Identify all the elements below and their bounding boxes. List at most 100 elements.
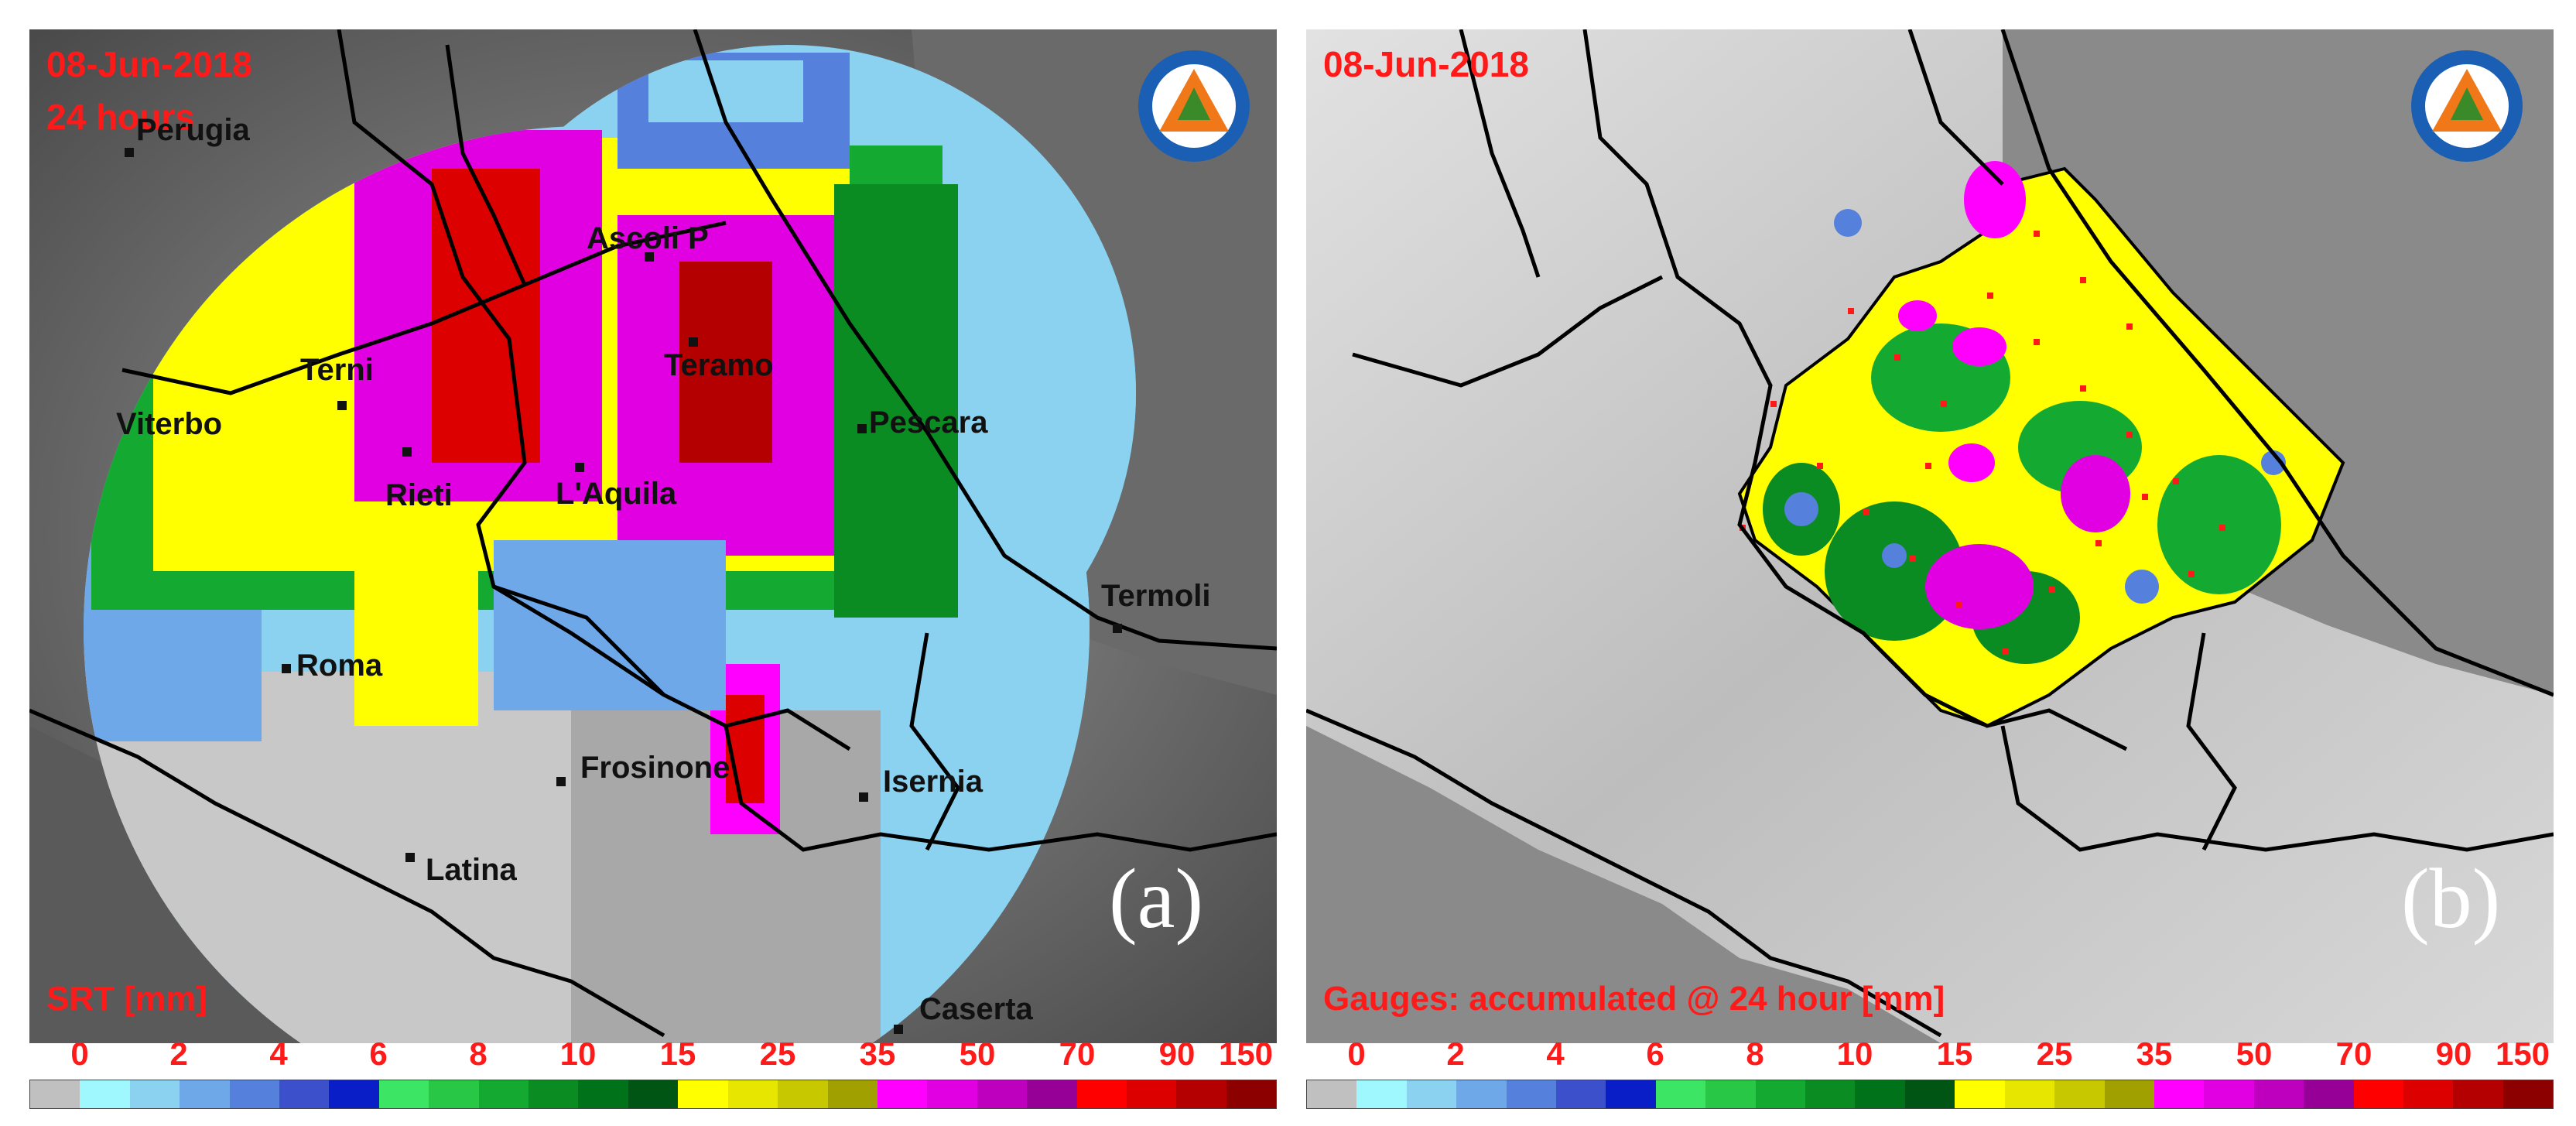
- color-scale-segment: [429, 1080, 479, 1108]
- scale-tick-label: 50: [959, 1035, 996, 1072]
- city-marker: [402, 447, 412, 457]
- color-scale-labels: 0 2 4 6 8 10 15 25 35 50 70 90 150: [29, 1035, 1277, 1079]
- color-scale-segment: [1226, 1080, 1277, 1108]
- color-scale-segment: [1705, 1080, 1756, 1108]
- color-scale-segment: [1955, 1080, 2005, 1108]
- color-scale-segment: [1805, 1080, 1856, 1108]
- color-scale-segment: [778, 1080, 828, 1108]
- protezione-civile-logo-icon: [2409, 48, 2525, 164]
- city-marker: [645, 252, 654, 262]
- color-scale-segment: [1027, 1080, 1077, 1108]
- scale-tick-label: 2: [169, 1035, 188, 1072]
- color-scale-segment: [727, 1080, 778, 1108]
- city-label: Isernia: [883, 765, 983, 799]
- color-scale-segment: [1076, 1080, 1127, 1108]
- color-scale-segment: [129, 1080, 180, 1108]
- scale-tick-label: 10: [559, 1035, 597, 1072]
- scale-tick-label: 4: [269, 1035, 288, 1072]
- city-marker: [556, 777, 566, 786]
- city-marker: [337, 401, 347, 410]
- color-scale-segment: [977, 1080, 1028, 1108]
- scale-tick-label: 0: [1347, 1035, 1366, 1072]
- color-scale-segment: [1855, 1080, 1905, 1108]
- city-label: Roma: [296, 649, 383, 683]
- gauges-map: [1306, 29, 2554, 1043]
- scale-tick-label: 70: [2335, 1035, 2372, 1072]
- color-scale-segment: [2004, 1080, 2055, 1108]
- protezione-civile-logo-icon: [1136, 48, 1252, 164]
- scale-tick-label: 8: [469, 1035, 487, 1072]
- city-label: Termoli: [1101, 579, 1211, 613]
- color-scale-segment: [1506, 1080, 1557, 1108]
- city-label: Rieti: [385, 478, 453, 512]
- color-scale-segment: [2253, 1080, 2304, 1108]
- color-scale-segment: [378, 1080, 429, 1108]
- color-scale-segment: [1556, 1080, 1606, 1108]
- color-scale-segment: [2054, 1080, 2105, 1108]
- color-scale-segment: [927, 1080, 977, 1108]
- city-label: Perugia: [136, 113, 250, 147]
- color-scale-labels: 0 2 4 6 8 10 15 25 35 50 70 90 150: [1306, 1035, 2554, 1079]
- panel-letter: (b): [2401, 851, 2501, 946]
- scale-tick-label: 50: [2236, 1035, 2273, 1072]
- color-scale-segment: [1655, 1080, 1706, 1108]
- city-label: Caserta: [919, 992, 1033, 1026]
- color-scale-segment: [2453, 1080, 2503, 1108]
- radar-map: [29, 29, 1277, 1043]
- scale-tick-label: 90: [1158, 1035, 1196, 1072]
- color-scale-segment: [1456, 1080, 1507, 1108]
- scale-tick-label: 150: [1218, 1035, 1274, 1072]
- city-label: L'Aquila: [556, 477, 677, 511]
- city-label: Viterbo: [116, 407, 223, 441]
- color-scale-segment: [578, 1080, 628, 1108]
- date-label: 08-Jun-2018: [46, 44, 252, 84]
- color-scale-segment: [877, 1080, 928, 1108]
- city-marker: [1113, 624, 1122, 633]
- color-scale-segment: [329, 1080, 379, 1108]
- color-scale-segment: [279, 1080, 330, 1108]
- color-scale-segment: [180, 1080, 230, 1108]
- scale-tick-label: 150: [2495, 1035, 2550, 1072]
- scale-tick-label: 35: [2136, 1035, 2173, 1072]
- city-marker: [894, 1025, 903, 1034]
- color-scale-segment: [1606, 1080, 1656, 1108]
- color-scale-segment: [1126, 1080, 1177, 1108]
- color-scale-segment: [1406, 1080, 1457, 1108]
- color-scale-segment: [80, 1080, 130, 1108]
- panel-letter: (a): [1109, 851, 1204, 946]
- scale-tick-label: 90: [2435, 1035, 2472, 1072]
- units-label: Gauges: accumulated @ 24 hour [mm]: [1323, 980, 1945, 1018]
- scale-tick-label: 10: [1836, 1035, 1873, 1072]
- scale-tick-label: 35: [859, 1035, 896, 1072]
- color-scale-segment: [1307, 1080, 1357, 1108]
- scale-tick-label: 0: [70, 1035, 89, 1072]
- city-marker: [689, 337, 698, 347]
- color-scale-segment: [30, 1080, 80, 1108]
- color-scale-segment: [1755, 1080, 1806, 1108]
- scale-tick-label: 6: [1646, 1035, 1664, 1072]
- scale-tick-label: 25: [759, 1035, 796, 1072]
- city-label: Pescara: [869, 406, 988, 440]
- date-label: 08-Jun-2018: [1323, 44, 1529, 84]
- color-scale-segment: [2204, 1080, 2254, 1108]
- scale-tick-label: 70: [1059, 1035, 1096, 1072]
- city-marker: [405, 853, 415, 862]
- scale-tick-label: 2: [1446, 1035, 1465, 1072]
- scale-tick-label: 8: [1746, 1035, 1764, 1072]
- city-label: Frosinone: [580, 751, 730, 785]
- city-marker: [282, 664, 291, 673]
- color-scale-segment: [2353, 1080, 2403, 1108]
- scale-tick-label: 4: [1546, 1035, 1565, 1072]
- city-marker: [859, 792, 868, 802]
- color-scale-segment: [229, 1080, 280, 1108]
- color-scale-segment: [678, 1080, 728, 1108]
- color-scale-bar: [1306, 1080, 2554, 1109]
- color-scale-segment: [2104, 1080, 2154, 1108]
- color-scale-segment: [2154, 1080, 2205, 1108]
- city-label: Terni: [300, 353, 374, 387]
- color-scale-bar: [29, 1080, 1277, 1109]
- radar-panel: 08-Jun-2018 24 hours Perugia Ascoli P Te…: [29, 29, 1277, 1110]
- color-scale-segment: [628, 1080, 679, 1108]
- scale-tick-label: 25: [2036, 1035, 2073, 1072]
- color-scale-segment: [2304, 1080, 2354, 1108]
